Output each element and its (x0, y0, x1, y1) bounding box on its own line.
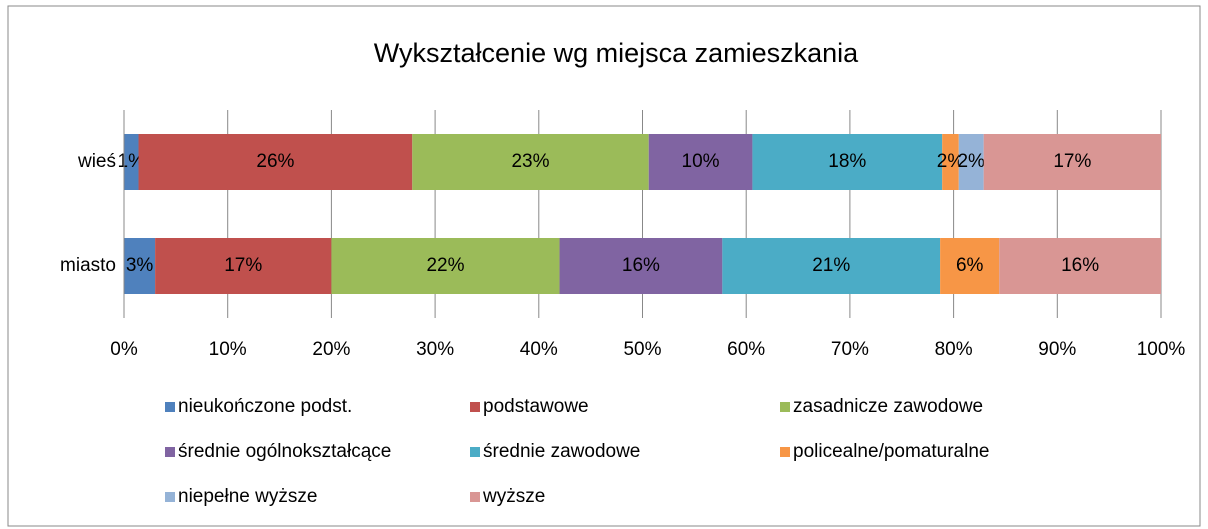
legend-swatch (470, 402, 480, 412)
legend-swatch (165, 447, 175, 457)
legend-swatch (165, 492, 175, 502)
data-label: 16% (622, 255, 660, 276)
y-tick-label: wieś (77, 151, 116, 172)
bar-segment (155, 238, 332, 294)
x-tick-label: 20% (312, 339, 350, 360)
data-label: 26% (256, 151, 294, 172)
x-tick-label: 40% (520, 339, 558, 360)
bar-segment (124, 238, 156, 294)
legend-swatch (165, 402, 175, 412)
legend-label: nieukończone podst. (178, 396, 352, 417)
data-label: 23% (511, 151, 549, 172)
data-label: 18% (828, 151, 866, 172)
x-tick-label: 10% (209, 339, 247, 360)
data-label: 2% (937, 151, 965, 172)
data-label: 17% (1053, 151, 1091, 172)
x-tick-label: 30% (416, 339, 454, 360)
data-label: 16% (1061, 255, 1099, 276)
chart-title: Wykształcenie wg miejsca zamieszkania (374, 38, 859, 68)
legend-swatch (780, 447, 790, 457)
bar-segment (124, 134, 139, 190)
x-tick-label: 0% (110, 339, 138, 360)
legend-swatch (470, 492, 480, 502)
data-label: 22% (426, 255, 464, 276)
x-tick-label: 90% (1038, 339, 1076, 360)
data-label: 3% (126, 255, 154, 276)
bar-segment (983, 134, 1161, 190)
x-tick-label: 60% (727, 339, 765, 360)
y-tick-label: miasto (60, 255, 116, 276)
legend-label: zasadnicze zawodowe (793, 396, 983, 417)
x-tick-label: 70% (831, 339, 869, 360)
legend-label: niepełne wyższe (178, 486, 317, 507)
data-label: 21% (812, 255, 850, 276)
data-label: 2% (957, 151, 985, 172)
bar-segment (559, 238, 723, 294)
x-tick-label: 50% (623, 339, 661, 360)
bar-segment (412, 134, 649, 190)
bar-segment (138, 134, 413, 190)
legend-label: podstawowe (483, 396, 589, 417)
bar-segment (999, 238, 1161, 294)
data-label: 10% (682, 151, 720, 172)
legend-label: średnie ogólnokształcące (178, 441, 391, 462)
bar-segment (958, 134, 984, 190)
bar-segment (942, 134, 959, 190)
bar-segment (331, 238, 560, 294)
bar-segment (648, 134, 753, 190)
legend-swatch (470, 447, 480, 457)
bar-segment (752, 134, 943, 190)
legend-label: średnie zawodowe (483, 441, 640, 462)
data-label: 17% (224, 255, 262, 276)
bar-segment (940, 238, 1000, 294)
data-label: 6% (956, 255, 984, 276)
x-tick-label: 100% (1137, 339, 1186, 360)
legend-label: policealne/pomaturalne (793, 441, 989, 462)
x-tick-label: 80% (935, 339, 973, 360)
bar-segment (722, 238, 941, 294)
legend-swatch (780, 402, 790, 412)
legend-label: wyższe (482, 486, 545, 507)
